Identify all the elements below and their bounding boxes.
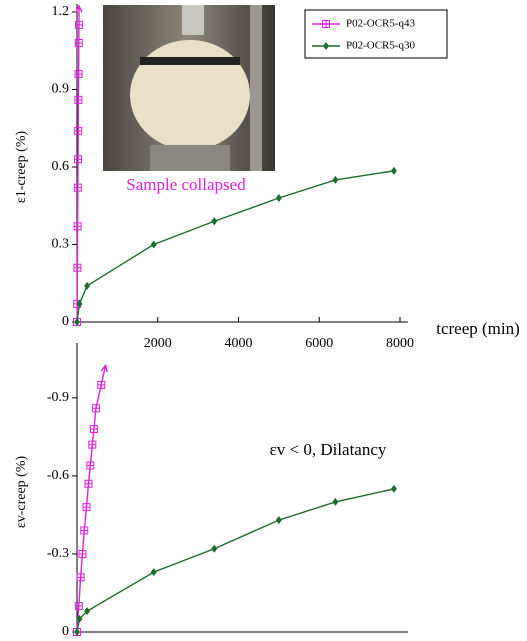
x-tick-label: 2000: [144, 336, 172, 351]
marker: [74, 70, 83, 78]
y-tick-label: -0.3: [47, 546, 69, 561]
legend: [304, 9, 448, 59]
legend-marker: [322, 20, 330, 28]
marker: [74, 95, 83, 104]
marker: [97, 380, 106, 389]
annotation: Sample collapsed: [126, 175, 246, 194]
marker: [76, 299, 83, 308]
legend-label: P02-OCR5-q43: [346, 18, 416, 30]
marker: [78, 549, 87, 558]
marker: [73, 263, 82, 272]
y-tick-label: 0: [62, 314, 69, 329]
marker: [74, 601, 83, 610]
marker: [332, 175, 339, 184]
marker: [74, 126, 83, 135]
x-tick-label: 6000: [305, 336, 333, 351]
x-tick-label: 8000: [386, 336, 414, 351]
marker: [76, 573, 85, 582]
marker: [91, 404, 100, 413]
marker: [150, 240, 157, 249]
marker: [74, 39, 83, 47]
marker: [74, 318, 80, 326]
marker: [74, 155, 83, 164]
legend-label: P02-OCR5-q30: [346, 40, 416, 52]
sample-photo: [103, 5, 275, 171]
marker: [332, 497, 339, 506]
y-axis-label: εv-creep (%): [14, 456, 29, 529]
y-tick-label: 1.2: [52, 4, 70, 19]
series-line: [76, 488, 395, 633]
legend-marker: [323, 42, 329, 50]
marker: [150, 568, 157, 577]
marker: [84, 281, 91, 290]
marker: [211, 544, 218, 553]
marker: [75, 20, 84, 29]
marker: [80, 526, 89, 535]
series-line: [76, 384, 102, 633]
marker: [76, 614, 83, 623]
marker: [390, 166, 397, 175]
marker: [73, 222, 82, 231]
marker: [89, 425, 98, 434]
marker: [275, 194, 282, 202]
series-line: [76, 170, 395, 323]
annotation: εv < 0, Dilatancy: [270, 440, 387, 459]
marker: [211, 217, 218, 226]
marker: [82, 503, 91, 512]
arrow-head: [100, 363, 108, 373]
x-tick-label: 4000: [225, 336, 253, 351]
marker: [88, 440, 97, 449]
arrow-head: [75, 4, 83, 13]
y-tick-label: 0.6: [52, 159, 70, 174]
y-tick-label: 0.3: [52, 237, 70, 252]
marker: [390, 484, 397, 493]
y-tick-label: 0: [62, 624, 69, 639]
marker: [86, 461, 95, 470]
marker: [84, 479, 93, 488]
marker: [275, 516, 282, 525]
x-axis-label: tcreep (min): [436, 319, 520, 338]
y-tick-label: 0.9: [52, 82, 70, 97]
marker: [74, 628, 80, 636]
y-tick-label: -0.6: [47, 468, 69, 483]
y-axis-label: ε1-creep (%): [14, 131, 29, 204]
y-tick-label: -0.9: [47, 390, 69, 405]
marker: [84, 607, 91, 616]
marker: [73, 183, 82, 192]
